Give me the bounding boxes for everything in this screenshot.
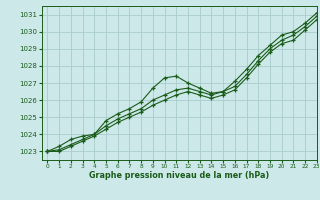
X-axis label: Graphe pression niveau de la mer (hPa): Graphe pression niveau de la mer (hPa) [89,171,269,180]
